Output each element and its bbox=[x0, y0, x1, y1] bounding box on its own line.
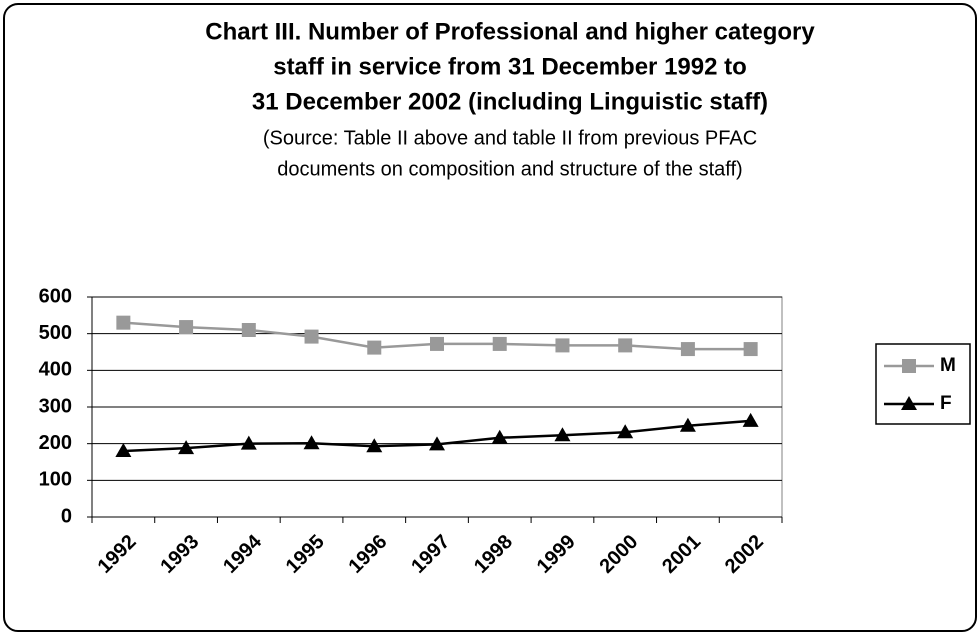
data-point bbox=[679, 417, 696, 432]
legend-box bbox=[875, 343, 971, 425]
data-point bbox=[743, 342, 758, 357]
data-point bbox=[742, 412, 759, 427]
chart-title: staff in service from 31 December 1992 t… bbox=[273, 53, 747, 80]
data-point bbox=[116, 315, 131, 330]
data-point bbox=[303, 435, 320, 450]
chart-subtitle: documents on composition and structure o… bbox=[277, 158, 742, 180]
y-tick-label: 300 bbox=[39, 395, 72, 417]
chart-title: 31 December 2002 (including Linguistic s… bbox=[252, 88, 768, 115]
y-tick-label: 600 bbox=[39, 285, 72, 307]
data-point bbox=[429, 436, 445, 451]
y-tick-label: 0 bbox=[61, 505, 72, 527]
legend-marker bbox=[902, 359, 916, 373]
data-point bbox=[240, 435, 257, 450]
y-tick-label: 500 bbox=[39, 322, 72, 344]
legend-label: M bbox=[940, 355, 956, 376]
data-point bbox=[491, 429, 508, 444]
data-point bbox=[366, 438, 383, 453]
data-point bbox=[367, 340, 382, 355]
data-point bbox=[304, 329, 319, 344]
data-point bbox=[430, 336, 444, 351]
data-point bbox=[554, 427, 571, 442]
chart-title: Chart III. Number of Professional and hi… bbox=[205, 18, 815, 45]
data-point bbox=[617, 424, 634, 439]
chart-subtitle: (Source: Table II above and table II fro… bbox=[263, 127, 757, 149]
y-tick-label: 200 bbox=[39, 432, 72, 454]
data-point bbox=[492, 336, 507, 351]
y-tick-label: 100 bbox=[39, 469, 72, 491]
data-point bbox=[115, 443, 132, 457]
y-tick-label: 400 bbox=[39, 359, 72, 381]
legend-marker bbox=[901, 396, 917, 410]
legend-label: F bbox=[940, 393, 952, 414]
data-point bbox=[555, 338, 570, 353]
data-point bbox=[680, 342, 695, 357]
data-point bbox=[179, 320, 194, 335]
data-point bbox=[618, 338, 633, 353]
data-point bbox=[241, 323, 256, 337]
data-point bbox=[178, 440, 195, 455]
